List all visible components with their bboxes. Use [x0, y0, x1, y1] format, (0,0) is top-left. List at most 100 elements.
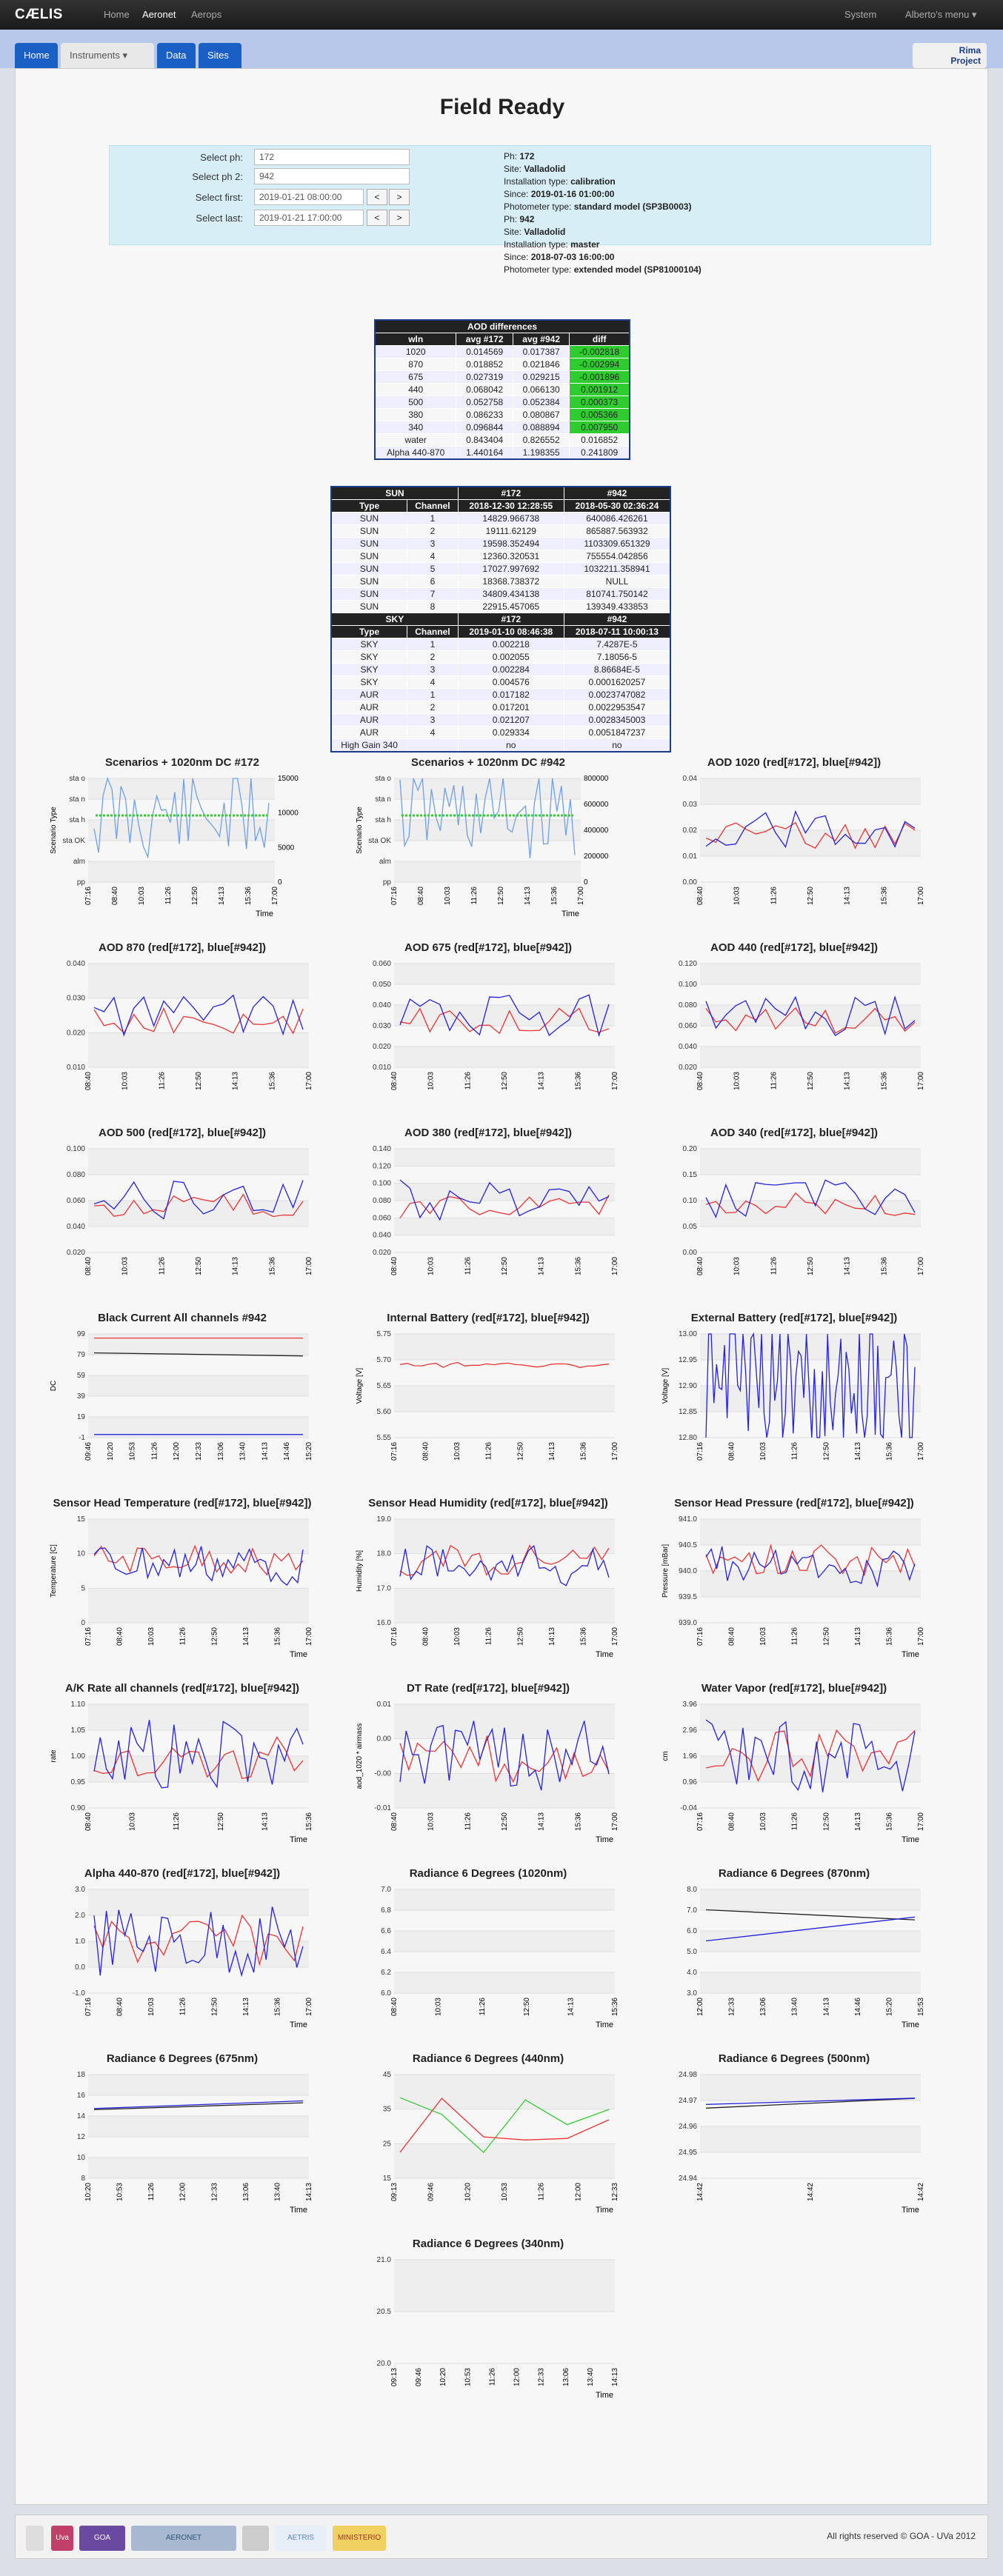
- x-tick-label: 15:36: [574, 1812, 582, 1831]
- rima-project-logo[interactable]: Rima Project: [913, 43, 987, 68]
- table-row: High Gain 340 no no: [330, 738, 671, 753]
- x-axis-label: Time: [596, 2391, 613, 2400]
- y2-tick-label: 600000: [584, 801, 609, 809]
- y-tick-label: 10: [77, 2154, 86, 2162]
- logo-ministerio[interactable]: MINISTERIO: [333, 2526, 386, 2551]
- x-tick-label: 10:53: [116, 2183, 124, 2201]
- x-tick-label: 10:20: [439, 2368, 447, 2386]
- chart-title: Sensor Head Pressure (red[#172], blue[#9…: [674, 1497, 914, 1509]
- y-axis-label: DC: [50, 1381, 58, 1391]
- table-cell: 18368.738372: [457, 575, 564, 588]
- logo-aeronet[interactable]: AERONET: [131, 2526, 236, 2551]
- x-tick-label: 15:36: [574, 1257, 582, 1275]
- tab-sites[interactable]: Sites: [199, 43, 241, 68]
- x-tick-label: 17:00: [917, 1442, 925, 1461]
- logo-5[interactable]: [242, 2526, 269, 2551]
- last-date-input[interactable]: 2019-01-21 17:00:00: [254, 210, 364, 226]
- x-tick-label: 11:26: [485, 1442, 493, 1461]
- grid-band: [394, 1704, 615, 1739]
- ph-select[interactable]: 172: [254, 149, 410, 165]
- nav-system[interactable]: System: [844, 9, 877, 20]
- nav-aerops[interactable]: Aerops: [191, 9, 222, 20]
- grid-band: [88, 1941, 309, 1967]
- info1-ph: 172: [519, 151, 535, 161]
- y-tick-label: 19.0: [377, 1515, 392, 1524]
- first-date-input[interactable]: 2019-01-21 08:00:00: [254, 189, 364, 205]
- tab-data[interactable]: Data: [157, 43, 196, 68]
- x-axis-label: Time: [596, 1835, 613, 1844]
- logo-uva[interactable]: Uva: [51, 2526, 73, 2551]
- nav-aeronet[interactable]: Aeronet: [142, 9, 176, 20]
- y-tick-label: 0.120: [679, 960, 697, 968]
- y-axis-label: rate: [50, 1749, 58, 1763]
- grid-band: [88, 1519, 309, 1554]
- table-cell: 0.052758: [456, 396, 513, 409]
- x-tick-label: 14:13: [548, 1442, 556, 1461]
- y-tick-label: 16: [77, 2092, 86, 2100]
- series-line: [399, 2098, 610, 2153]
- table-cell: AUR: [330, 713, 408, 727]
- ph2-header: #942: [563, 486, 671, 500]
- chart-title: AOD 870 (red[#172], blue[#942]): [99, 941, 266, 954]
- grid-band: [700, 1756, 921, 1782]
- last-prev-button[interactable]: <: [367, 210, 387, 226]
- table-cell: 755554.042856: [563, 550, 671, 563]
- nav-user-menu[interactable]: Alberto's menu ▾: [905, 9, 977, 20]
- y-tick-label: 59: [77, 1372, 86, 1380]
- table-row: AUR 4 0.029334 0.0051847237: [330, 726, 671, 739]
- tab-instruments[interactable]: Instruments ▾: [61, 43, 154, 68]
- x-tick-label: 14:42: [917, 2183, 925, 2201]
- series-line: [705, 1007, 916, 1034]
- x-tick-label: 12:50: [501, 1812, 509, 1831]
- nav-home[interactable]: Home: [104, 9, 130, 20]
- sun-header: SUN: [330, 486, 459, 500]
- last-next-button[interactable]: >: [389, 210, 410, 226]
- first-prev-button[interactable]: <: [367, 189, 387, 205]
- ph2-select[interactable]: 942: [254, 168, 410, 184]
- brand-logo[interactable]: CÆLIS: [15, 7, 63, 22]
- x-tick-label: 12:00: [173, 1442, 181, 1461]
- y-tick-label: 0.140: [373, 1145, 391, 1153]
- x-tick-label: 07:16: [696, 1812, 704, 1831]
- y-tick-label: 0.030: [67, 995, 85, 1003]
- grid-band: [394, 2075, 615, 2109]
- chart-21: Radiance 6 Degrees (675nm) 18 16 14 12 10 8 10:…: [45, 2052, 319, 2238]
- table-cell: AUR: [330, 726, 408, 739]
- y-tick-label: 0.100: [373, 1180, 391, 1188]
- table-row: 675 0.027319 0.029215 -0.001896: [374, 370, 630, 384]
- y-tick-label: -0.00: [374, 1769, 391, 1778]
- logo-goa[interactable]: GOA: [79, 2526, 125, 2551]
- table-cell: 34809.434138: [457, 587, 564, 601]
- x-tick-label: 14:13: [305, 2183, 313, 2201]
- x-tick-label: 15:36: [885, 1812, 893, 1831]
- x-tick-label: 13:40: [791, 1998, 799, 2016]
- chart-title: AOD 1020 (red[#172], blue[#942]): [707, 756, 882, 769]
- y-tick-label: 13.00: [679, 1330, 697, 1338]
- x-tick-label: 17:00: [917, 1072, 925, 1090]
- table-row: SKY 2 0.002055 7.18056-5: [330, 650, 671, 664]
- table-cell: 2: [407, 650, 459, 664]
- y-tick-label: 2.0: [75, 1912, 85, 1920]
- x-tick-label: 08:40: [84, 1072, 93, 1090]
- logo-aetris[interactable]: AETRIS: [275, 2526, 327, 2551]
- grid-band: [88, 778, 275, 799]
- logo-1[interactable]: [26, 2526, 44, 2551]
- table-cell: 810741.750142: [563, 587, 671, 601]
- y-tick-label: 20.5: [377, 2308, 392, 2316]
- table-row: SKY 3 0.002284 8.86684E-5: [330, 663, 671, 676]
- first-next-button[interactable]: >: [389, 189, 410, 205]
- x-tick-label: 15:36: [880, 1072, 888, 1090]
- table-cell: 19598.352494: [457, 537, 564, 550]
- info2-site: Valladolid: [524, 227, 566, 237]
- chart-7: AOD 380 (red[#172], blue[#942]) 0.140 0.12…: [351, 1127, 625, 1312]
- x-tick-label: 14:13: [854, 1812, 862, 1831]
- grid-band: [88, 1334, 309, 1355]
- tab-home[interactable]: Home: [15, 43, 58, 68]
- x-tick-label: 15:36: [880, 887, 888, 905]
- x-tick-label: 12:33: [728, 1998, 736, 2016]
- series-line: [93, 2100, 304, 2109]
- x-axis-label: Time: [290, 1650, 307, 1659]
